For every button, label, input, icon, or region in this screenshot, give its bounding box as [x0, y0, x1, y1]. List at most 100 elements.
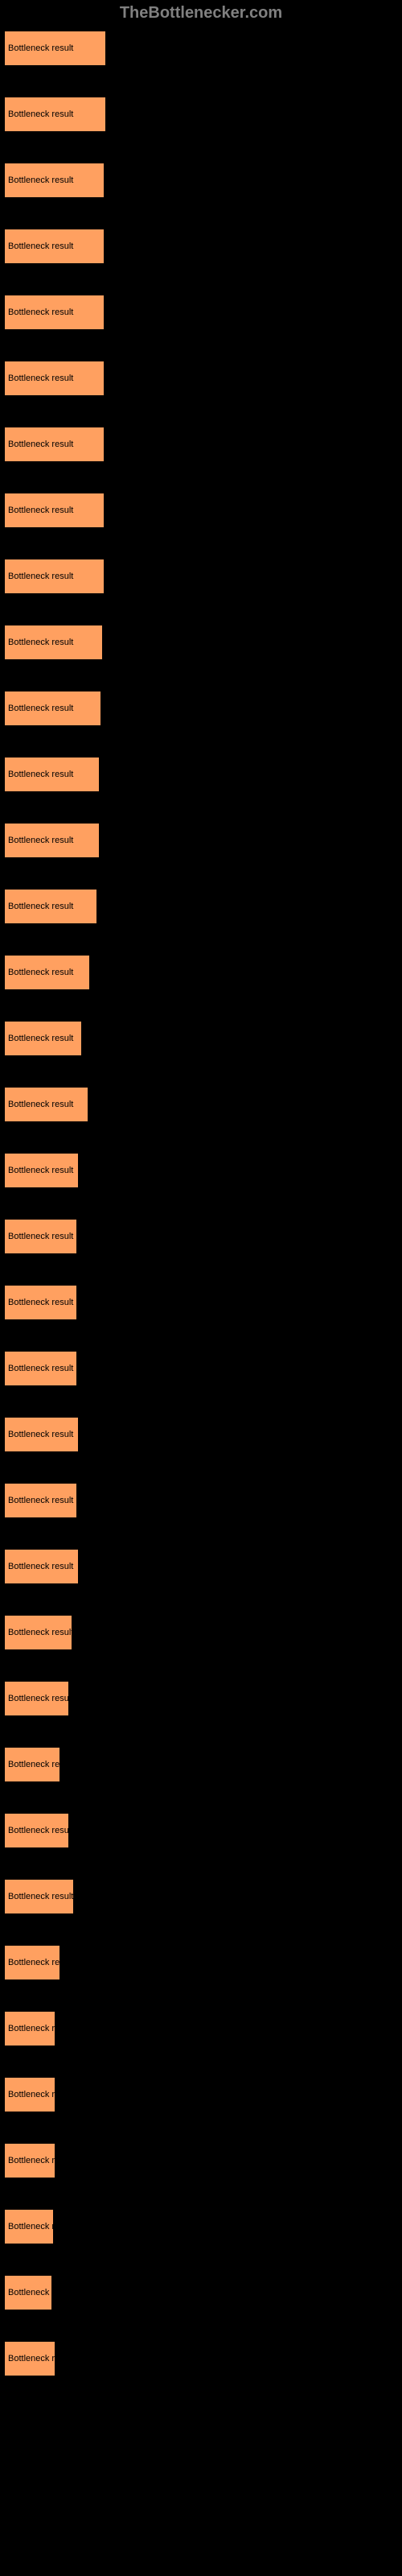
bar-row: Bottleneck result47%	[4, 757, 398, 792]
bar-text-label: Bottleneck result	[8, 109, 73, 119]
bottleneck-bar[interactable]: Bottleneck result	[4, 1813, 69, 1848]
bottleneck-bar[interactable]: Bottleneck result	[4, 2143, 55, 2178]
bar-value: 49%	[107, 307, 128, 319]
bar-wrapper: Bottleneck result49%	[4, 427, 398, 462]
bottleneck-bar[interactable]: Bottleneck result50%	[4, 31, 106, 66]
bottleneck-bar[interactable]: Bottleneck result	[4, 1483, 77, 1518]
bar-wrapper: Bottleneck result	[4, 1087, 398, 1122]
bar-text-label: Bottleneck result	[8, 1892, 73, 1901]
bottleneck-bar[interactable]: Bottleneck result	[4, 1219, 77, 1254]
bottleneck-bar[interactable]: Bottleneck result	[4, 2077, 55, 2112]
bar-row: Bottleneck result	[4, 1285, 398, 1320]
bottleneck-bar[interactable]: Bottleneck result	[4, 1021, 82, 1056]
bar-text-label: Bottleneck result	[8, 2222, 73, 2231]
bar-wrapper: Bottleneck result	[4, 2341, 398, 2376]
bar-row: Bottleneck result49%	[4, 559, 398, 594]
bar-wrapper: Bottleneck result	[4, 955, 398, 990]
bar-value: 50%	[109, 43, 129, 55]
bar-text-label: Bottleneck result	[8, 1826, 73, 1835]
bar-text-label: Bottleneck result	[8, 2024, 73, 2033]
bar-row: Bottleneck result	[4, 2143, 398, 2178]
bar-wrapper: Bottleneck result	[4, 1945, 398, 1980]
bar-row: Bottleneck result	[4, 1021, 398, 1056]
bar-text-label: Bottleneck result	[8, 968, 73, 977]
bottleneck-bar[interactable]: Bottleneck result49%	[4, 559, 105, 594]
bar-wrapper: Bottleneck result49%	[4, 163, 398, 198]
bottleneck-bar[interactable]: Bottleneck result49%	[4, 427, 105, 462]
bar-value: 49%	[107, 439, 128, 451]
bar-row: Bottleneck result47%	[4, 823, 398, 858]
bar-value: 47%	[102, 835, 123, 847]
bottleneck-bar[interactable]: Bottleneck result49%	[4, 295, 105, 330]
bar-wrapper: Bottleneck result	[4, 1747, 398, 1782]
bottleneck-bar[interactable]: Bottleneck result	[4, 2209, 54, 2244]
bottleneck-bar[interactable]: Bottleneck result	[4, 1945, 60, 1980]
bar-row: Bottleneck result	[4, 1615, 398, 1650]
bar-wrapper: Bottleneck result	[4, 1021, 398, 1056]
bottleneck-bar[interactable]: Bottleneck result	[4, 1549, 79, 1584]
bottleneck-bar[interactable]: Bottleneck result	[4, 1153, 79, 1188]
bar-text-label: Bottleneck result	[8, 902, 73, 911]
bottleneck-bar[interactable]: Bottleneck result47%	[4, 757, 100, 792]
bar-value: 50%	[109, 109, 129, 121]
bottleneck-bar[interactable]: Bottleneck result	[4, 1681, 69, 1716]
bar-text-label: Bottleneck result	[8, 175, 73, 185]
bottleneck-bar[interactable]: Bottleneck result45%	[4, 889, 97, 924]
bottleneck-bar[interactable]: Bottleneck result	[4, 1747, 60, 1782]
bar-row: Bottleneck result49%	[4, 493, 398, 528]
bar-wrapper: Bottleneck result	[4, 2077, 398, 2112]
bar-value: 49%	[107, 373, 128, 385]
bar-row: Bottleneck result	[4, 1087, 398, 1122]
bar-row: Bottleneck result 49%	[4, 295, 398, 330]
bar-wrapper: Bottleneck result	[4, 1285, 398, 1320]
bottleneck-bar[interactable]: Bottleneck result49%	[4, 493, 105, 528]
bottleneck-bar[interactable]: Bottleneck result47%	[4, 691, 101, 726]
bar-text-label: Bottleneck result	[8, 2090, 73, 2099]
bottleneck-bar[interactable]: Bottleneck result	[4, 1615, 72, 1650]
bar-wrapper: Bottleneck result	[4, 1615, 398, 1650]
bar-row: Bottleneck result	[4, 1153, 398, 1188]
bottleneck-bar[interactable]: Bottleneck result	[4, 2275, 52, 2310]
bar-value: 48%	[105, 637, 125, 649]
bottleneck-bar[interactable]: Bottleneck result49%	[4, 361, 105, 396]
bottleneck-bar[interactable]: Bottleneck result48%	[4, 625, 103, 660]
bar-text-label: Bottleneck result	[8, 572, 73, 581]
bar-row: Bottleneck result	[4, 1879, 398, 1914]
bar-wrapper: Bottleneck result47%	[4, 823, 398, 858]
bottleneck-bar[interactable]: Bottleneck result	[4, 2341, 55, 2376]
bar-wrapper: Bottleneck result	[4, 2209, 398, 2244]
bar-row: Bottleneck result	[4, 2209, 398, 2244]
bottleneck-bar[interactable]: Bottleneck result	[4, 1087, 88, 1122]
bar-row: Bottleneck result	[4, 1417, 398, 1452]
bar-text-label: Bottleneck result	[8, 1628, 73, 1637]
bottleneck-bar[interactable]: Bottleneck result50%	[4, 97, 106, 132]
bar-wrapper: Bottleneck result	[4, 1879, 398, 1914]
bar-row: Bottleneck result47%	[4, 691, 398, 726]
bottleneck-bar[interactable]: Bottleneck result	[4, 2011, 55, 2046]
bar-text-label: Bottleneck result	[8, 308, 73, 317]
bottleneck-bar[interactable]: Bottleneck result	[4, 1351, 77, 1386]
bar-wrapper: Bottleneck result49%	[4, 559, 398, 594]
bar-text-label: Bottleneck result	[8, 2354, 73, 2363]
bar-row: Bottleneck result	[4, 2011, 398, 2046]
bottleneck-bar[interactable]: Bottleneck result	[4, 1285, 77, 1320]
bar-row: Bottleneck result49%	[4, 361, 398, 396]
bottleneck-bar[interactable]: Bottleneck result49%	[4, 163, 105, 198]
bar-row: Bottleneck result	[4, 1813, 398, 1848]
bar-wrapper: Bottleneck result	[4, 1483, 398, 1518]
bar-text-label: Bottleneck result	[8, 242, 73, 251]
bottleneck-bar[interactable]: Bottleneck result49%	[4, 229, 105, 264]
bar-text-label: Bottleneck result	[8, 1100, 73, 1109]
bar-row: Bottleneck result	[4, 1483, 398, 1518]
bottleneck-bar[interactable]: Bottleneck result	[4, 1417, 79, 1452]
bar-wrapper: Bottleneck result	[4, 2275, 398, 2310]
bottleneck-bar[interactable]: Bottleneck result	[4, 955, 90, 990]
bottleneck-bar[interactable]: Bottleneck result	[4, 1879, 74, 1914]
bottleneck-bar[interactable]: Bottleneck result47%	[4, 823, 100, 858]
bar-row: Bottleneck result49%	[4, 427, 398, 462]
bar-text-label: Bottleneck result	[8, 1034, 73, 1043]
bar-row: Bottleneck result	[4, 1549, 398, 1584]
bar-row: Bottleneck result45%	[4, 889, 398, 924]
bar-wrapper: Bottleneck result49%	[4, 229, 398, 264]
bar-row: Bottleneck result	[4, 1747, 398, 1782]
